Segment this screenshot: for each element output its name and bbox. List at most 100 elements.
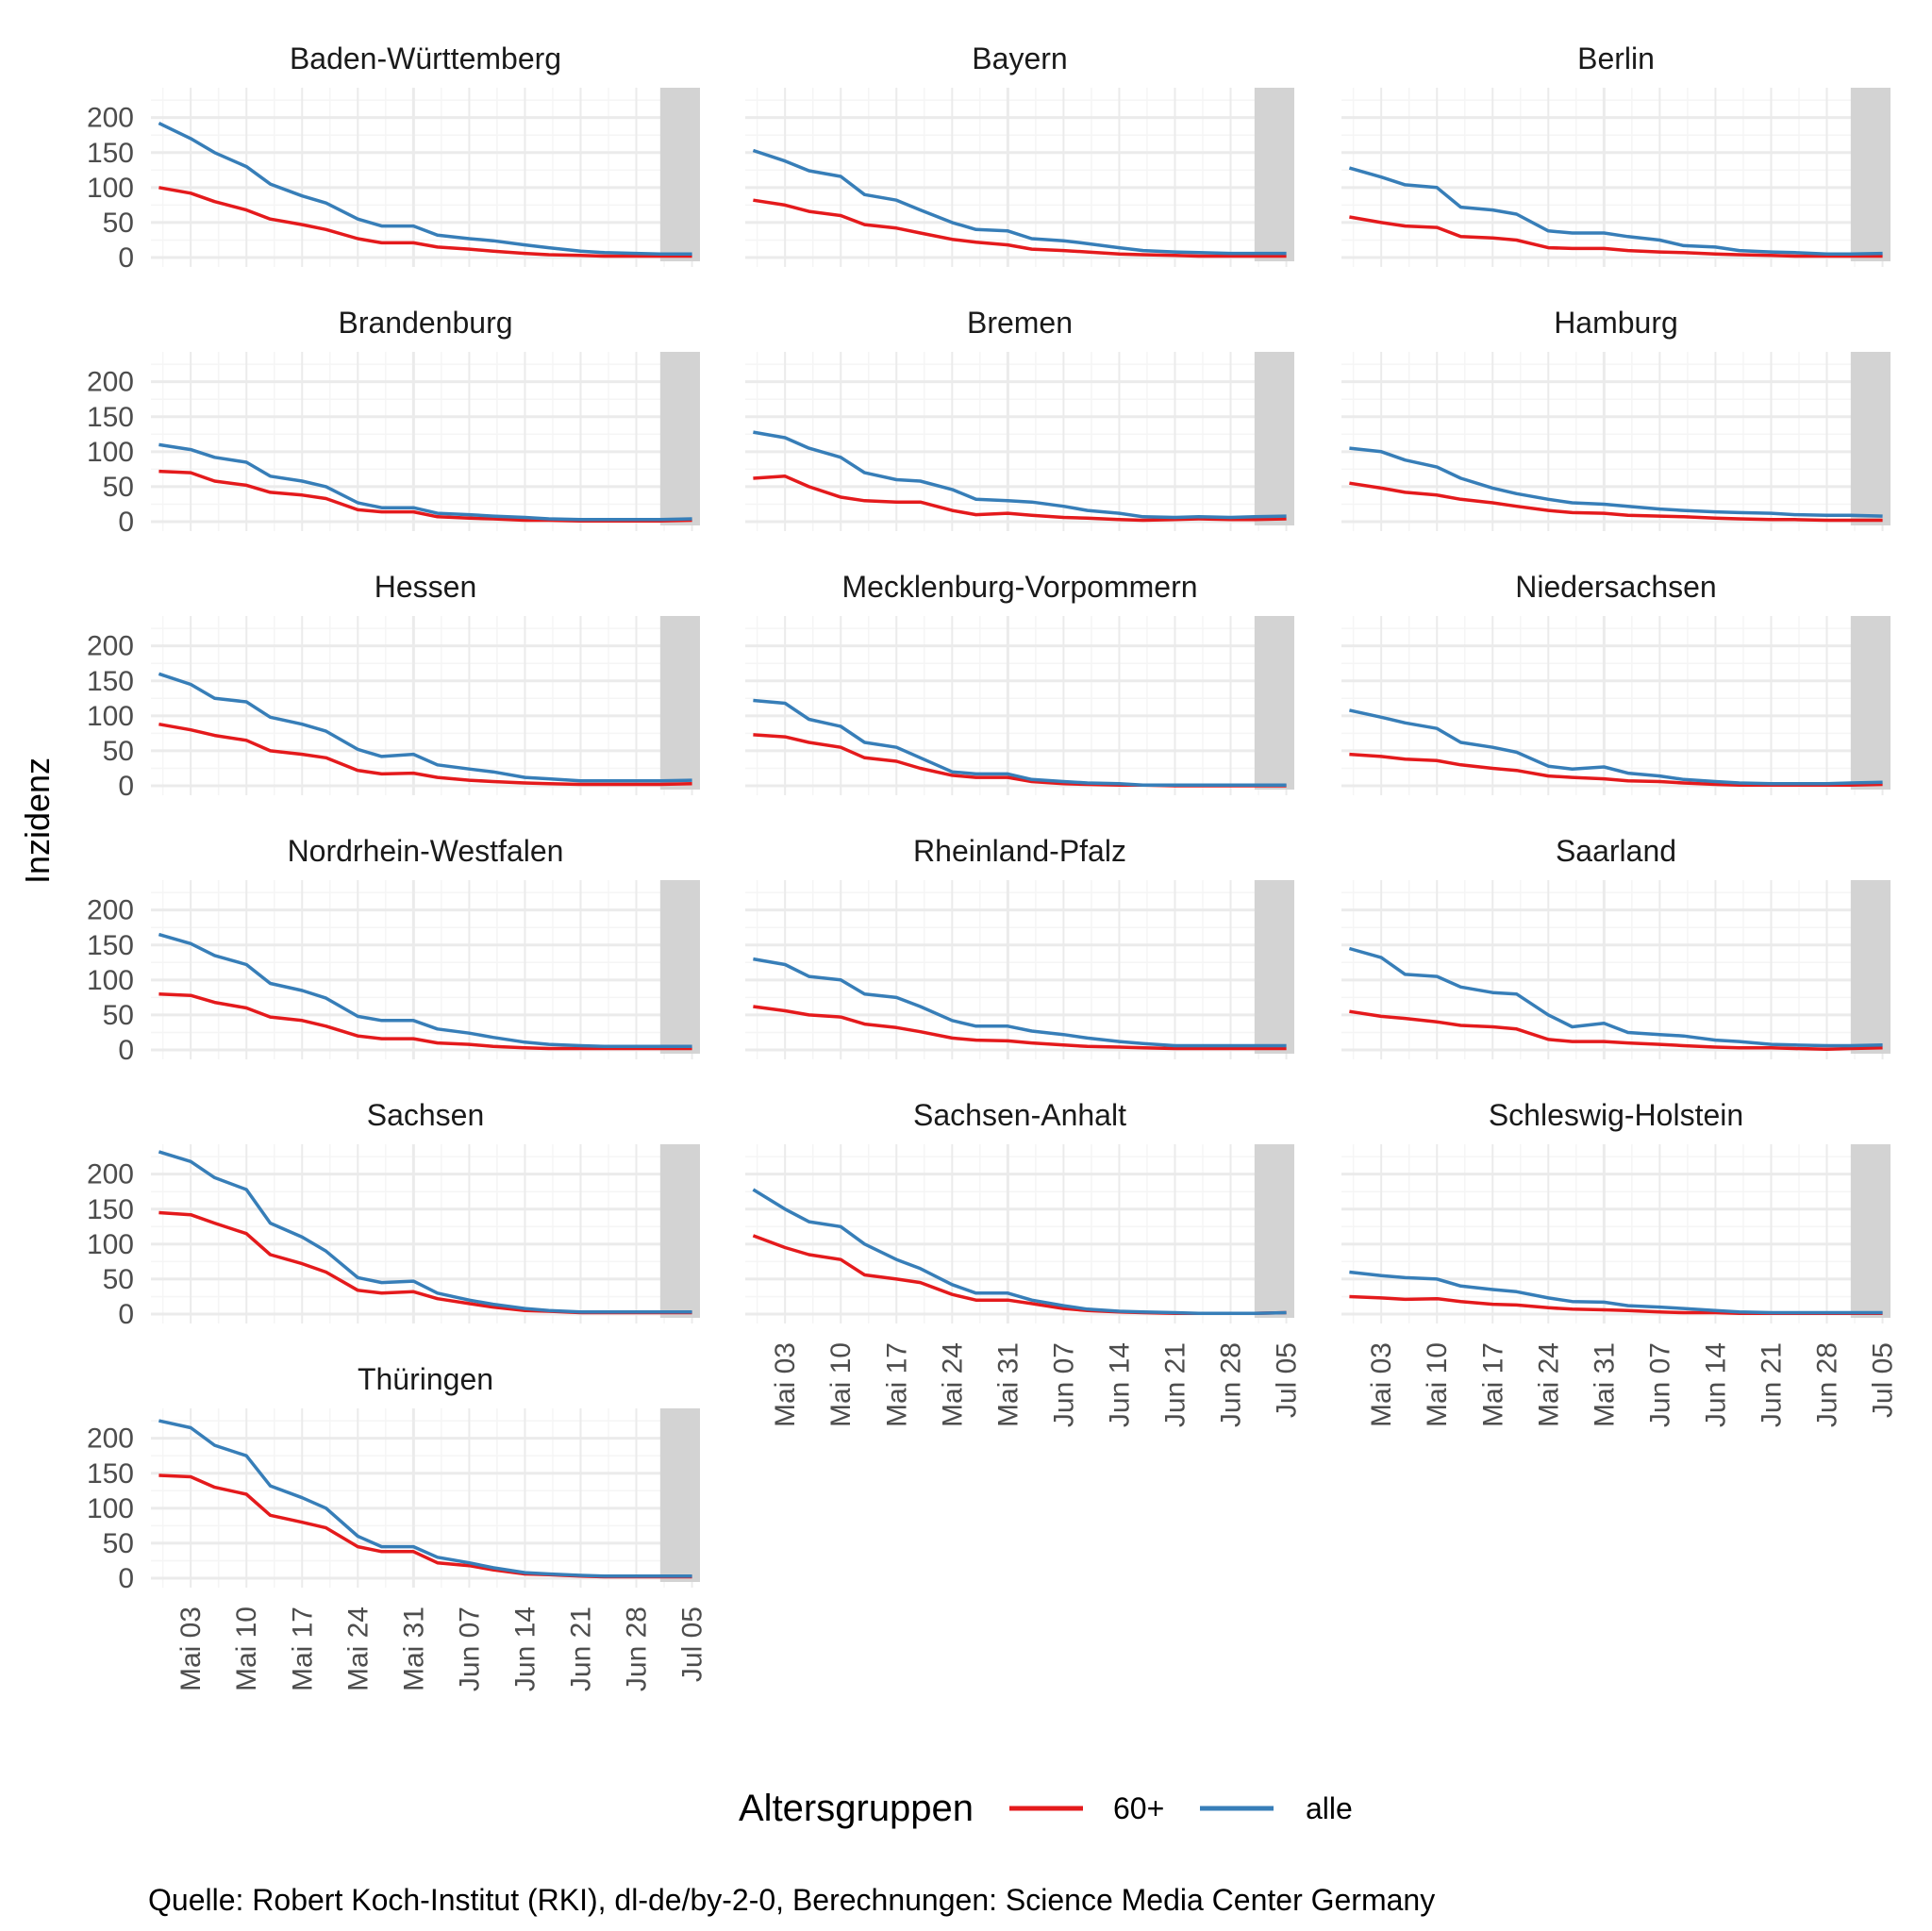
y-tick-label: 100	[87, 965, 134, 996]
panel-title: Nordrhein-Westfalen	[288, 834, 564, 868]
series-line-60plus	[753, 1005, 1287, 1051]
shaded-region	[659, 880, 700, 1054]
series-line-60plus	[158, 722, 692, 787]
y-tick-label: 200	[87, 103, 134, 134]
y-tick-label: 100	[87, 1493, 134, 1524]
y-tick-label: 200	[87, 631, 134, 662]
x-tick-label: Mai 24	[1533, 1342, 1564, 1427]
x-tick-label: Jul 05	[1868, 1342, 1899, 1418]
panel-saarland: Saarland	[1341, 834, 1890, 1059]
panel-hamburg: Hamburg	[1341, 306, 1890, 531]
x-tick-label: Mai 17	[287, 1606, 318, 1691]
y-tick-label: 50	[103, 1000, 134, 1031]
x-tick-label: Jun 28	[622, 1606, 653, 1691]
shaded-region	[1850, 1144, 1890, 1318]
y-tick-label: 50	[103, 1528, 134, 1559]
x-tick-label: Mai 31	[992, 1342, 1024, 1427]
y-tick-label: 0	[118, 242, 134, 274]
panel-title: Thüringen	[358, 1362, 493, 1396]
panel-niedersachsen: Niedersachsen	[1341, 570, 1890, 795]
series-line-alle	[753, 698, 1287, 788]
y-tick-label: 100	[87, 173, 134, 204]
panel-title: Bremen	[967, 306, 1073, 340]
panel-bayern: Bayern	[745, 42, 1294, 267]
legend-label-60plus: 60+	[1113, 1791, 1164, 1825]
y-tick-label: 150	[87, 1458, 134, 1490]
shaded-region	[1254, 88, 1294, 261]
x-tick-label: Jun 14	[509, 1606, 541, 1691]
shaded-region	[659, 616, 700, 790]
x-tick-label: Mai 10	[1422, 1342, 1453, 1427]
y-tick-label: 150	[87, 138, 134, 169]
panel-sachsen-anhalt: Sachsen-Anhalt Mai 03 Mai 10 Mai 17 Mai 24 Ma…	[745, 1098, 1303, 1427]
shaded-region	[659, 352, 700, 525]
y-axis-label: Inzidenz	[18, 757, 57, 884]
y-tick-label: 50	[103, 736, 134, 767]
panel-title: Mecklenburg-Vorpommern	[841, 570, 1197, 604]
series-line-alle	[158, 122, 692, 257]
x-tick-label: Mai 03	[770, 1342, 801, 1427]
y-tick-label: 0	[118, 1299, 134, 1330]
panel-nordrhein-westfalen: Nordrhein-Westfalen 0 50 100 150 200	[87, 834, 700, 1066]
x-tick-label: Jun 07	[454, 1606, 485, 1691]
y-tick-label: 0	[118, 1035, 134, 1066]
panel-hessen: Hessen 0 50 100 150 200	[87, 570, 700, 802]
x-tick-label: Mai 17	[1477, 1342, 1508, 1427]
y-tick-label: 100	[87, 1229, 134, 1260]
caption: Quelle: Robert Koch-Institut (RKI), dl-d…	[148, 1883, 1435, 1917]
y-tick-label: 50	[103, 208, 134, 239]
series-line-60plus	[752, 1234, 1287, 1316]
panel-sachsen: Sachsen 0 50 100 150 200	[87, 1098, 700, 1330]
x-tick-label: Jun 14	[1700, 1342, 1731, 1427]
series-line-alle	[1349, 708, 1883, 786]
x-tick-label: Jun 14	[1104, 1342, 1135, 1427]
panel-mecklenburg-vorpommern: Mecklenburg-Vorpommern	[745, 570, 1294, 795]
y-tick-label: 200	[87, 1159, 134, 1190]
x-tick-label: Mai 10	[825, 1342, 857, 1427]
panel-bremen: Bremen	[745, 306, 1294, 531]
panel-title: Brandenburg	[338, 306, 512, 340]
series-line-60plus	[158, 186, 692, 258]
panel-title: Baden-Württemberg	[290, 42, 561, 75]
shaded-region	[1850, 880, 1890, 1054]
shaded-region	[1254, 352, 1294, 525]
x-tick-label: Mai 31	[398, 1606, 429, 1691]
panel-brandenburg: Brandenburg 0 50 100 150 200	[87, 306, 700, 538]
panel-title: Berlin	[1577, 42, 1655, 75]
x-tick-label: Mai 24	[937, 1342, 968, 1427]
y-tick-label: 0	[118, 1563, 134, 1594]
series-line-alle	[158, 442, 692, 522]
panel-title: Saarland	[1556, 834, 1676, 868]
panel-baden-w-rttemberg: Baden-Württemberg 050 100 150 200	[87, 42, 700, 274]
series-line-60plus	[753, 474, 1287, 523]
y-tick-label: 200	[87, 367, 134, 398]
series-line-alle	[158, 672, 692, 783]
panel-title: Sachsen-Anhalt	[913, 1098, 1126, 1132]
x-tick-label: Mai 03	[1366, 1342, 1397, 1427]
y-tick-label: 50	[103, 472, 134, 503]
panel-berlin: Berlin	[1341, 42, 1890, 267]
x-tick-label: Jun 28	[1216, 1342, 1247, 1427]
x-tick-label: Jun 07	[1048, 1342, 1079, 1427]
x-tick-label: Jun 21	[1756, 1342, 1787, 1427]
shaded-region	[1850, 88, 1890, 261]
legend: Altersgruppen 60+ alle	[739, 1788, 1353, 1829]
x-tick-label: Jun 21	[565, 1606, 596, 1691]
x-tick-label: Jun 21	[1159, 1342, 1191, 1427]
shaded-region	[1850, 616, 1890, 790]
panel-title: Bayern	[972, 42, 1067, 75]
y-tick-label: 150	[87, 1194, 134, 1225]
shaded-region	[1850, 352, 1890, 525]
shaded-region	[1254, 880, 1294, 1054]
shaded-region	[1254, 1144, 1294, 1318]
series-line-alle	[158, 1150, 692, 1314]
y-tick-label: 0	[118, 771, 134, 802]
shaded-region	[659, 1144, 700, 1318]
series-line-alle	[1349, 446, 1883, 518]
panel-title: Niedersachsen	[1515, 570, 1716, 604]
x-tick-label: Mai 03	[175, 1606, 207, 1691]
panel-title: Hessen	[375, 570, 477, 604]
y-tick-label: 50	[103, 1264, 134, 1295]
x-tick-label: Jul 05	[1272, 1342, 1303, 1418]
